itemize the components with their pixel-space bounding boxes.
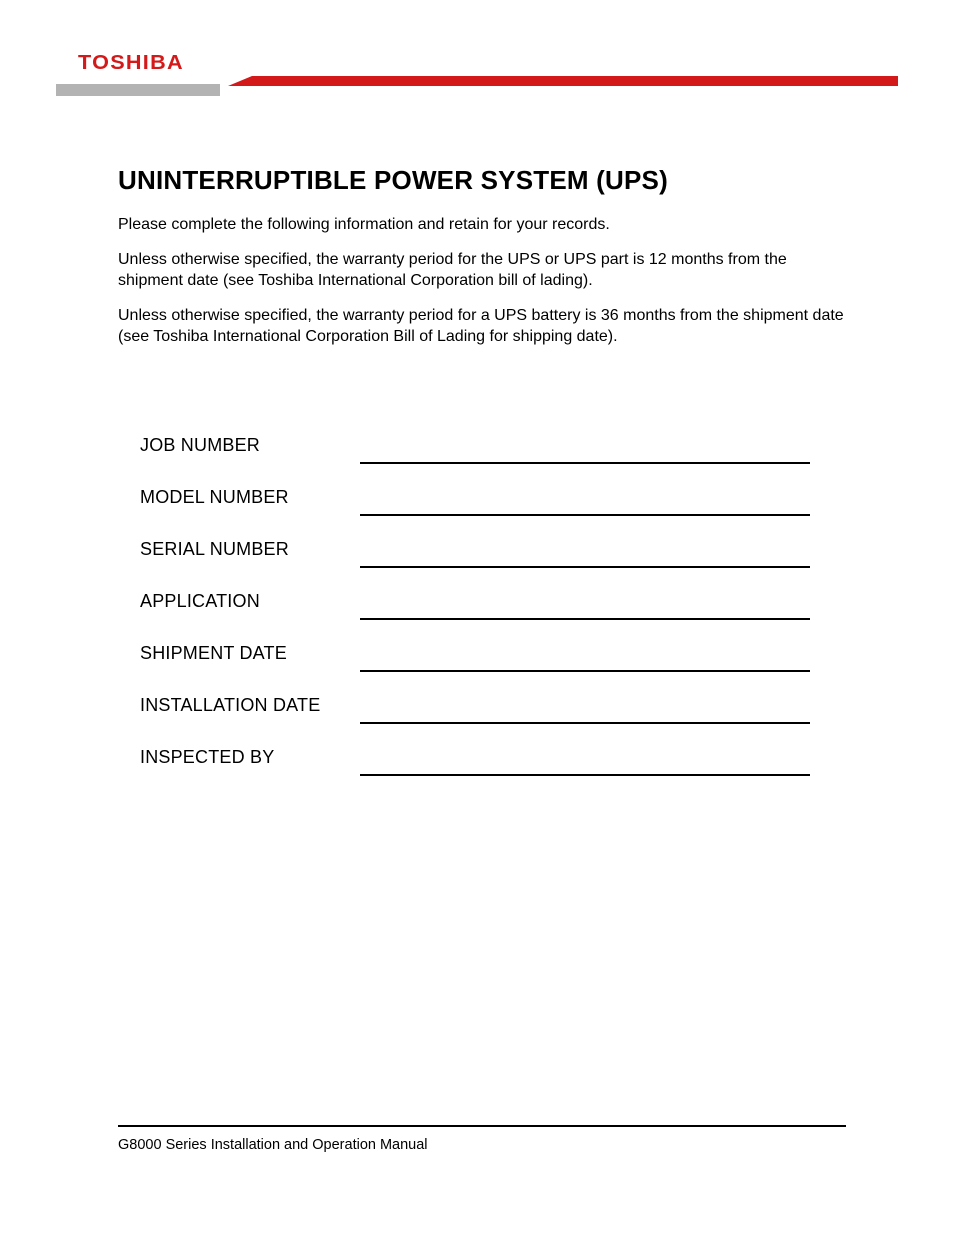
label-shipment-date: SHIPMENT DATE	[140, 643, 360, 672]
form-row-model-number: MODEL NUMBER	[140, 464, 846, 516]
line-job-number[interactable]	[360, 462, 810, 464]
label-installation-date: INSTALLATION DATE	[140, 695, 360, 724]
line-installation-date[interactable]	[360, 722, 810, 724]
intro-paragraph-2: Unless otherwise specified, the warranty…	[118, 249, 846, 291]
line-serial-number[interactable]	[360, 566, 810, 568]
line-shipment-date[interactable]	[360, 670, 810, 672]
footer-rule	[118, 1125, 846, 1127]
form-row-inspected-by: INSPECTED BY	[140, 724, 846, 776]
intro-paragraph-1: Please complete the following informatio…	[118, 214, 846, 235]
form-row-application: APPLICATION	[140, 568, 846, 620]
intro-paragraph-3: Unless otherwise specified, the warranty…	[118, 305, 846, 347]
brand-logo: TOSHIBA	[78, 52, 184, 75]
line-inspected-by[interactable]	[360, 774, 810, 776]
label-serial-number: SERIAL NUMBER	[140, 539, 360, 568]
footer-text: G8000 Series Installation and Operation …	[118, 1137, 846, 1153]
form-row-serial-number: SERIAL NUMBER	[140, 516, 846, 568]
line-application[interactable]	[360, 618, 810, 620]
header-grey-bar	[56, 84, 220, 96]
label-model-number: MODEL NUMBER	[140, 487, 360, 516]
label-inspected-by: INSPECTED BY	[140, 747, 360, 776]
page-content: UNINTERRUPTIBLE POWER SYSTEM (UPS) Pleas…	[118, 165, 846, 776]
page-title: UNINTERRUPTIBLE POWER SYSTEM (UPS)	[118, 165, 846, 196]
label-application: APPLICATION	[140, 591, 360, 620]
line-model-number[interactable]	[360, 514, 810, 516]
header-red-bar	[228, 76, 898, 86]
page-footer: G8000 Series Installation and Operation …	[118, 1125, 846, 1153]
records-form: JOB NUMBER MODEL NUMBER SERIAL NUMBER AP…	[118, 412, 846, 776]
label-job-number: JOB NUMBER	[140, 435, 360, 464]
document-page: TOSHIBA UNINTERRUPTIBLE POWER SYSTEM (UP…	[0, 0, 954, 1235]
form-row-installation-date: INSTALLATION DATE	[140, 672, 846, 724]
form-row-job-number: JOB NUMBER	[140, 412, 846, 464]
form-row-shipment-date: SHIPMENT DATE	[140, 620, 846, 672]
page-header: TOSHIBA	[0, 0, 954, 48]
